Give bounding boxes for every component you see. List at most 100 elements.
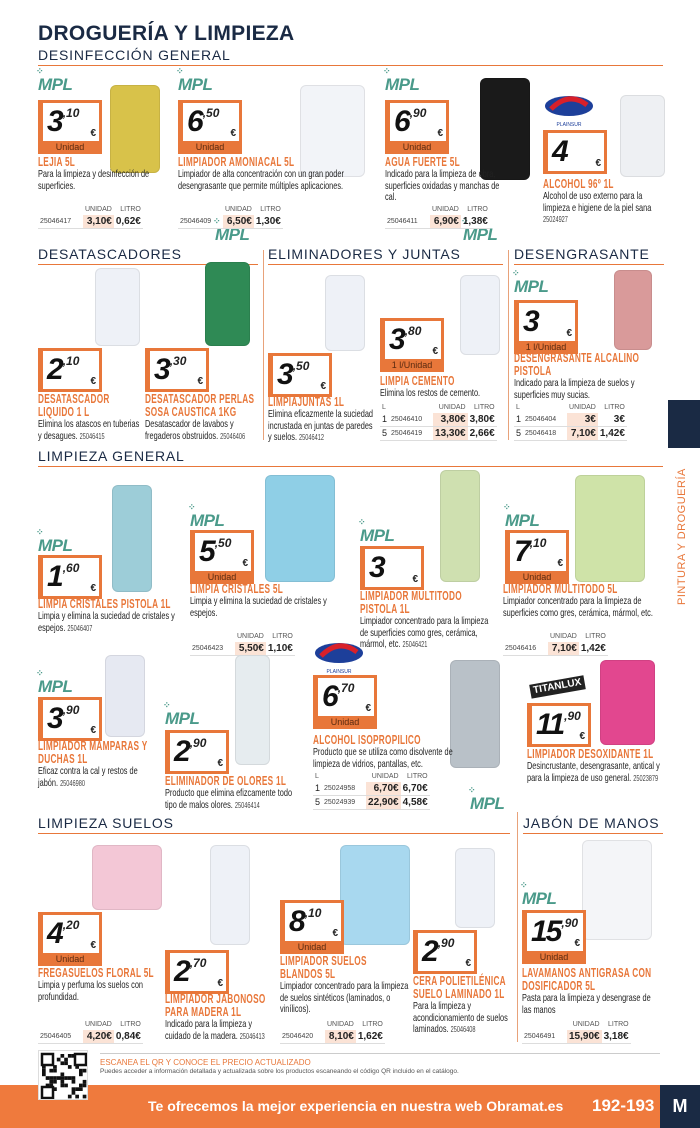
product-image[interactable] bbox=[340, 845, 410, 945]
product-image[interactable] bbox=[325, 275, 365, 351]
product-title[interactable]: ALCOHOL ISOPROPILICO bbox=[313, 733, 421, 747]
product-info: LEJIA 5L Para la limpieza y desinfección … bbox=[38, 156, 168, 192]
divider bbox=[508, 250, 509, 440]
product-image[interactable] bbox=[455, 848, 495, 928]
product-title[interactable]: LIMPIADOR DESOXIDANTE 1L bbox=[527, 747, 654, 761]
product-image[interactable] bbox=[582, 840, 652, 940]
price-tag: 2,70 € bbox=[165, 950, 229, 994]
product-title[interactable]: CERA POLIETILÉNICA SUELO LAMINADO 1L bbox=[413, 974, 506, 1001]
product-image[interactable] bbox=[600, 660, 655, 745]
qr-code-icon[interactable] bbox=[38, 1050, 88, 1100]
product-image[interactable] bbox=[110, 85, 160, 173]
product-title[interactable]: ELIMINADOR DE OLORES 1L bbox=[165, 774, 287, 788]
brand-logo-mpl: MPL bbox=[503, 503, 540, 530]
product-title[interactable]: LIMPIA CRISTALES 5L bbox=[190, 582, 284, 596]
liter-price: 1,42€ bbox=[578, 642, 608, 656]
price-table-row: 25046417 3,10€ 0,62€ bbox=[38, 215, 143, 229]
product-title[interactable]: ALCOHOL 96º 1L bbox=[543, 177, 614, 191]
liter-price: 1,30€ bbox=[253, 215, 283, 229]
product-code: 25046416 bbox=[503, 642, 548, 656]
product-title[interactable]: LIMPIADOR JABONOSO PARA MADERA 1L bbox=[165, 992, 266, 1019]
product-info: LIMPIADOR MULTITODO 5L Limpiador concentr… bbox=[503, 583, 663, 619]
brand-logo-mpl: MPL bbox=[188, 503, 225, 530]
product-title[interactable]: DESATASCADOR PERLAS SOSA CAUSTICA 1KG bbox=[145, 392, 255, 419]
product-title[interactable]: LIMPIADOR MULTITODO 5L bbox=[503, 582, 618, 596]
size-liters: 1 bbox=[380, 413, 390, 427]
header-cell bbox=[389, 403, 433, 413]
side-tab[interactable] bbox=[668, 400, 700, 448]
header-cell bbox=[503, 632, 548, 642]
price-table-row: 5 25046419 13,30€ 2,66€ bbox=[380, 426, 497, 441]
unit-price: 3,80€ bbox=[433, 413, 468, 427]
footer-banner-text[interactable]: Te ofrecemos la mejor experiencia en nue… bbox=[148, 1098, 564, 1114]
euro-symbol: € bbox=[90, 940, 96, 951]
liter-price: 1,62€ bbox=[355, 1030, 385, 1044]
product-image[interactable] bbox=[92, 845, 162, 910]
product-image[interactable] bbox=[205, 262, 250, 346]
price-table-row: 1 25046404 3€ 3€ bbox=[514, 413, 627, 427]
price-tag: 3,50 € bbox=[268, 353, 332, 397]
euro-symbol: € bbox=[574, 938, 580, 949]
price-table-header: UNIDAD LITRO bbox=[178, 205, 283, 215]
product-image[interactable] bbox=[575, 475, 645, 582]
product-title[interactable]: LIMPIA CRISTALES PISTOLA 1L bbox=[38, 597, 171, 611]
price-unit: Unidad bbox=[280, 941, 344, 954]
product-image[interactable] bbox=[265, 475, 335, 582]
price-decimals: ,60 bbox=[62, 561, 80, 575]
product-title[interactable]: DESATASCADOR LIQUIDO 1 L bbox=[38, 392, 110, 419]
product-title[interactable]: AGUA FUERTE 5L bbox=[385, 155, 460, 169]
brand-name: PLAINSUR bbox=[326, 669, 352, 675]
liter-price: 3€ bbox=[597, 413, 627, 427]
product-title[interactable]: LIMPIADOR AMONIACAL 5L bbox=[178, 155, 295, 169]
product-image[interactable] bbox=[210, 845, 250, 945]
price-integer: 2 bbox=[174, 735, 191, 768]
product-image[interactable] bbox=[480, 78, 530, 180]
product-title[interactable]: LIMPIADOR MAMPARAS Y DUCHAS 1L bbox=[38, 739, 148, 766]
product-code: 25046415 bbox=[79, 431, 105, 441]
product-image[interactable] bbox=[235, 655, 270, 765]
price-table-header: UNIDAD LITRO bbox=[385, 205, 490, 215]
price-value: 2,90 € bbox=[418, 933, 474, 971]
price-integer: 4 bbox=[552, 135, 569, 168]
price-unit: 1 l/Unidad bbox=[514, 341, 578, 354]
price-integer: 6 bbox=[187, 105, 204, 138]
price-integer: 3 bbox=[369, 551, 386, 584]
product-image[interactable] bbox=[300, 85, 365, 177]
price-unit: Unidad bbox=[190, 571, 254, 584]
product-description: Elimina los restos de cemento. bbox=[380, 387, 502, 400]
product-info: FREGASUELOS FLORAL 5L Limpia y perfuma lo… bbox=[38, 967, 158, 1003]
product-image[interactable] bbox=[95, 268, 140, 346]
product-title[interactable]: LEJIA 5L bbox=[38, 155, 76, 169]
product-title[interactable]: LAVAMANOS ANTIGRASA CON DOSIFICADOR 5L bbox=[522, 966, 652, 993]
product-code: 25046491 bbox=[522, 1030, 567, 1044]
description-text: Pasta para la limpieza y desengrase de l… bbox=[522, 992, 651, 1016]
product-image[interactable] bbox=[105, 655, 145, 737]
product-image[interactable] bbox=[440, 470, 480, 582]
liter-price: 6,70€ bbox=[400, 782, 430, 796]
product-title[interactable]: DESENGRASANTE ALCALINO PISTOLA bbox=[514, 351, 640, 378]
description-text: Limpiador concentrado para la limpieza d… bbox=[503, 595, 653, 619]
price-table-header: UNIDAD LITRO bbox=[503, 632, 608, 642]
product-title[interactable]: LIMPIADOR MULTITODO PISTOLA 1L bbox=[360, 589, 462, 616]
price-table-row: 25046423 5,50€ 1,10€ bbox=[190, 642, 295, 656]
product-info: LIMPIADOR AMONIACAL 5L Limpiador de alta … bbox=[178, 156, 368, 192]
price-value: 15,90 € bbox=[527, 913, 583, 951]
price-decimals: ,10 bbox=[529, 536, 547, 550]
product-title[interactable]: LIMPIAJUNTAS 1L bbox=[268, 395, 345, 409]
product-image[interactable] bbox=[460, 275, 500, 355]
description-text: Limpia y perfuma los suelos con profundi… bbox=[38, 979, 143, 1003]
product-image[interactable] bbox=[614, 270, 652, 350]
product-description: Limpiador concentrado para la limpieza d… bbox=[503, 595, 663, 619]
product-code: 25046411 bbox=[385, 215, 430, 229]
product-title[interactable]: FREGASUELOS FLORAL 5L bbox=[38, 966, 154, 980]
unit-price: 3,10€ bbox=[83, 215, 114, 229]
product-title[interactable]: LIMPIA CEMENTO bbox=[380, 374, 455, 388]
product-image[interactable] bbox=[450, 660, 500, 768]
header-cell: LITRO bbox=[120, 1021, 141, 1028]
product-image[interactable] bbox=[112, 485, 152, 592]
euro-symbol: € bbox=[90, 376, 96, 387]
price-integer: 8 bbox=[289, 905, 306, 938]
product-title[interactable]: LIMPIADOR SUELOS BLANDOS 5L bbox=[280, 954, 367, 981]
price-integer: 6 bbox=[394, 105, 411, 138]
product-image[interactable] bbox=[620, 95, 665, 177]
